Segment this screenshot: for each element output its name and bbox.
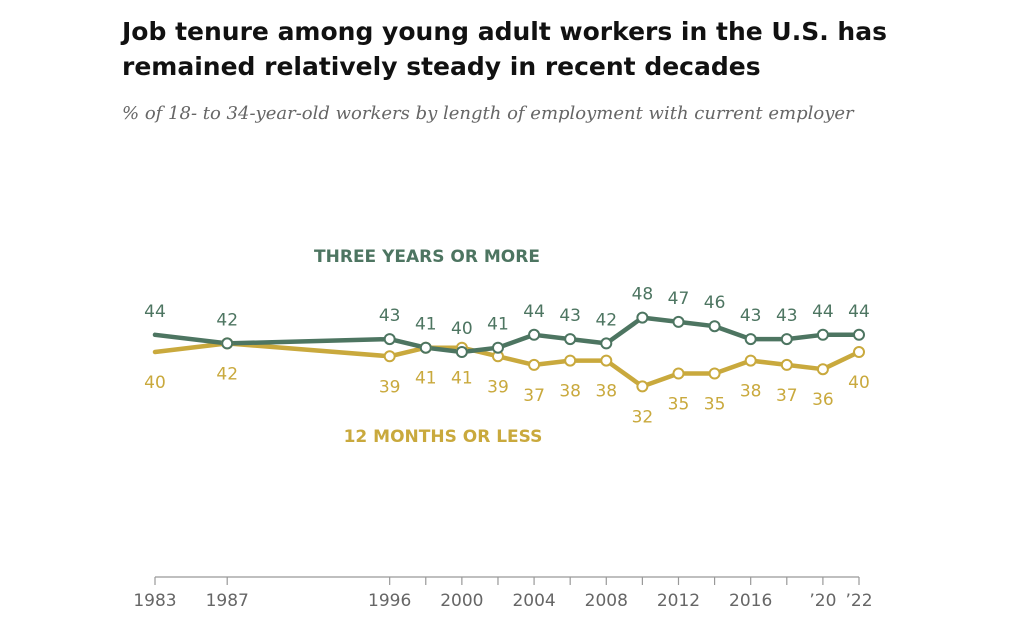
data-point [780,333,793,346]
series-line-0 [152,315,862,355]
data-label: 39 [487,377,509,397]
data-label: 37 [776,386,798,406]
data-label: 41 [415,369,437,389]
x-tick-label: ’22 [845,591,872,611]
data-label: 40 [451,319,473,339]
data-point [600,354,613,367]
data-label: 41 [451,369,473,389]
x-tick-label: 2000 [440,591,483,611]
data-point [744,333,757,346]
data-point [636,311,649,324]
series-line-1 [152,341,862,389]
data-label: 44 [848,302,870,322]
data-label: 46 [704,293,726,313]
data-label: 41 [415,315,437,335]
x-tick-label: 1996 [368,591,411,611]
x-tick-label: 2004 [512,591,555,611]
data-labels: 44 42 43 41 40 41 44 43 42 48 47 46 43 43 44 44 40 42 39 41… [144,285,870,428]
x-tick-label: 1983 [133,591,176,611]
data-label: 43 [776,306,798,326]
data-label: 44 [523,302,545,322]
x-tick-label: 2016 [729,591,772,611]
data-label: 40 [848,373,870,393]
data-label: 43 [379,306,401,326]
data-point [853,346,865,358]
x-tick-label: 1987 [206,591,249,611]
data-point [853,328,865,341]
data-point [708,320,721,333]
x-axis: 1983 1987 1996 2000 2004 2008 2012 2016 ’20 ’22 [133,576,873,611]
data-point [221,337,234,350]
data-label: 37 [523,386,545,406]
data-label: 44 [812,302,834,322]
data-label: 43 [559,306,581,326]
data-point [744,354,757,367]
data-label: 41 [487,315,509,335]
data-label: 42 [595,310,617,330]
series-lines [152,315,862,389]
data-point [564,354,577,367]
data-label: 40 [144,373,166,393]
data-label: 36 [812,390,834,410]
data-point [672,367,685,380]
data-point [816,363,829,376]
data-point [780,358,793,371]
data-label: 47 [668,289,690,309]
data-label: 43 [740,306,762,326]
data-point [383,333,396,346]
data-label: 32 [632,407,654,427]
data-label: 42 [216,310,238,330]
data-label: 38 [559,382,581,402]
chart-title: Job tenure among young adult workers in … [122,17,887,81]
data-label: 44 [144,302,166,322]
data-label: 35 [704,395,726,415]
data-point [383,350,396,363]
series-label-three-years-or-more: THREE YEARS OR MORE [314,247,540,267]
data-label: 39 [379,377,401,397]
x-tick-label: ’20 [809,591,836,611]
data-point [528,328,541,341]
data-label: 38 [595,382,617,402]
data-label: 48 [632,285,654,305]
data-point [419,341,432,354]
data-point [636,380,649,393]
data-point [564,333,577,346]
data-point [528,358,541,371]
data-point [600,337,613,350]
data-point [672,315,685,328]
data-label: 42 [216,364,238,384]
data-point [816,328,829,341]
x-tick-label: 2008 [585,591,628,611]
x-tick-label: 2012 [657,591,700,611]
data-point [491,341,504,354]
data-point [455,346,468,358]
data-label: 38 [740,382,762,402]
chart-subtitle: % of 18- to 34-year-old workers by lengt… [122,103,854,124]
data-points [221,311,865,393]
data-point [708,367,721,380]
series-label-12-months-or-less: 12 MONTHS OR LESS [344,427,543,447]
data-label: 35 [668,395,690,415]
